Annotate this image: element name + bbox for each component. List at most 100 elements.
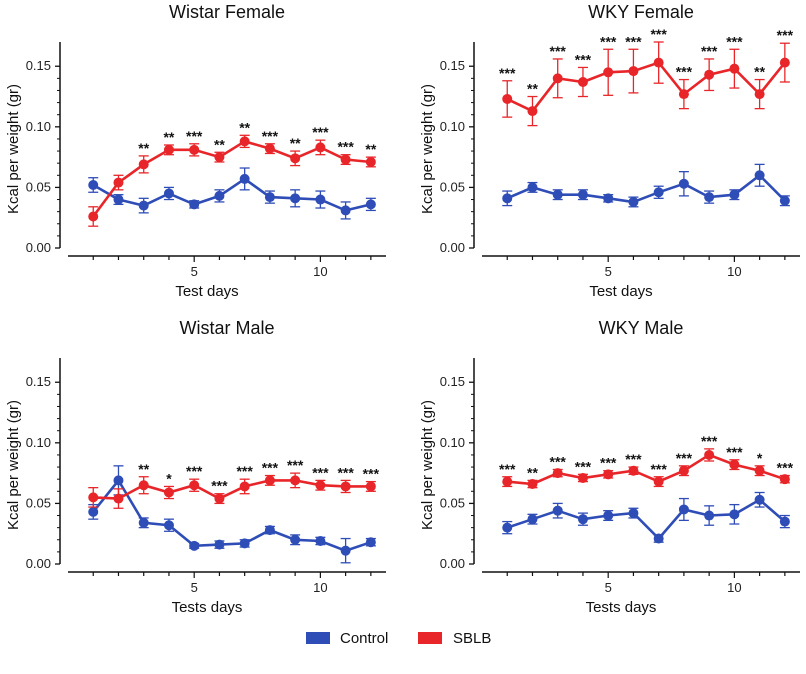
data-point [138, 200, 149, 211]
data-point [552, 73, 563, 84]
significance-label: ** [527, 464, 538, 480]
significance-label: *** [337, 464, 354, 480]
data-point [239, 173, 250, 184]
data-point [189, 144, 200, 155]
series-control [502, 491, 790, 544]
significance-label: *** [287, 457, 304, 473]
significance-label: *** [550, 453, 567, 469]
significance-label: ** [527, 81, 538, 97]
significance-label: *** [777, 460, 794, 476]
data-point [779, 516, 790, 527]
data-point [239, 136, 250, 147]
y-tick-label: 0.10 [440, 119, 465, 134]
significance-label: *** [676, 450, 693, 466]
significance-label: *** [625, 451, 642, 467]
data-point [729, 63, 740, 74]
data-point [163, 144, 174, 155]
significance-label: *** [499, 65, 516, 81]
data-point [163, 520, 174, 531]
data-point [239, 538, 250, 549]
data-point [163, 188, 174, 199]
x-axis-label: Tests days [172, 599, 243, 616]
data-point [138, 517, 149, 528]
y-tick-label: 0.00 [440, 240, 465, 255]
data-point [189, 199, 200, 210]
data-point [653, 187, 664, 198]
panel-wky-male: WKY Male 0.00 0.05 0.10 0.15 5 10 Tests days Kca… [419, 318, 800, 616]
significance-label: ** [214, 136, 225, 152]
data-point [138, 159, 149, 170]
data-point [729, 189, 740, 200]
x-axis-label: Test days [589, 283, 652, 300]
significance-label: *** [312, 464, 329, 480]
data-point [628, 465, 639, 476]
data-point [502, 476, 513, 487]
series-line [506, 61, 786, 113]
series-sblb: **** ********** ******** ** [88, 119, 377, 227]
series-line [506, 173, 786, 204]
y-tick-label: 0.10 [26, 119, 51, 134]
data-point [704, 510, 715, 521]
data-point [779, 195, 790, 206]
series-control [88, 167, 376, 220]
panel-wistar-female: Wistar Female 0.00 0.05 0.10 0.15 5 10 Test day… [5, 2, 386, 300]
data-point [527, 106, 538, 117]
y-tick-label: 0.15 [26, 58, 51, 73]
legend-swatch-sblb [418, 632, 442, 644]
legend-label-control: Control [340, 630, 388, 647]
series-sblb: *** ***** *** *** *************** **** [499, 433, 794, 490]
data-point [552, 505, 563, 516]
data-point [678, 465, 689, 476]
data-point [214, 190, 225, 201]
x-tick-label: 10 [727, 580, 741, 595]
data-point [779, 474, 790, 485]
significance-label: ** [239, 119, 250, 135]
data-point [678, 178, 689, 189]
x-tick-label: 10 [313, 580, 327, 595]
significance-label: *** [236, 463, 253, 479]
legend-label-sblb: SBLB [453, 630, 491, 647]
data-point [315, 142, 326, 153]
data-point [290, 153, 301, 164]
data-point [88, 492, 99, 503]
data-point [264, 525, 275, 536]
significance-label: *** [777, 27, 794, 43]
data-point [527, 182, 538, 193]
y-tick-label: 0.05 [440, 495, 465, 510]
data-point [653, 476, 664, 487]
series-control [88, 465, 376, 564]
x-tick-label: 5 [605, 264, 612, 279]
data-point [678, 504, 689, 515]
significance-label: *** [575, 51, 592, 67]
series-control [502, 163, 790, 208]
x-tick-label: 5 [191, 264, 198, 279]
significance-label: *** [726, 33, 743, 49]
data-point [653, 533, 664, 544]
significance-label: ** [138, 461, 149, 477]
data-point [628, 196, 639, 207]
significance-label: ** [138, 140, 149, 156]
data-point [527, 514, 538, 525]
y-axis-label: Kcal per weight (gr) [419, 84, 436, 214]
x-axis-label: Tests days [586, 599, 657, 616]
legend-swatch-control [306, 632, 330, 644]
data-point [365, 156, 376, 167]
y-tick-label: 0.15 [440, 58, 465, 73]
significance-label: *** [625, 33, 642, 49]
data-point [365, 537, 376, 548]
data-point [603, 469, 614, 480]
significance-label: *** [363, 466, 380, 482]
series-line [92, 139, 372, 218]
y-tick-label: 0.00 [440, 556, 465, 571]
significance-label: *** [262, 460, 279, 476]
series-line [92, 177, 372, 212]
significance-label: *** [186, 128, 203, 144]
panel-title: Wistar Female [169, 2, 285, 22]
data-point [603, 193, 614, 204]
y-axis-label: Kcal per weight (gr) [5, 84, 22, 214]
significance-label: *** [701, 433, 718, 449]
significance-label: *** [312, 124, 329, 140]
y-axis-label: Kcal per weight (gr) [5, 400, 22, 530]
data-point [290, 534, 301, 545]
